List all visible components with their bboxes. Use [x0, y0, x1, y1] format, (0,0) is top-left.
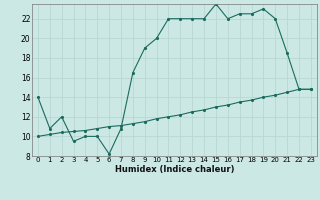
X-axis label: Humidex (Indice chaleur): Humidex (Indice chaleur)	[115, 165, 234, 174]
